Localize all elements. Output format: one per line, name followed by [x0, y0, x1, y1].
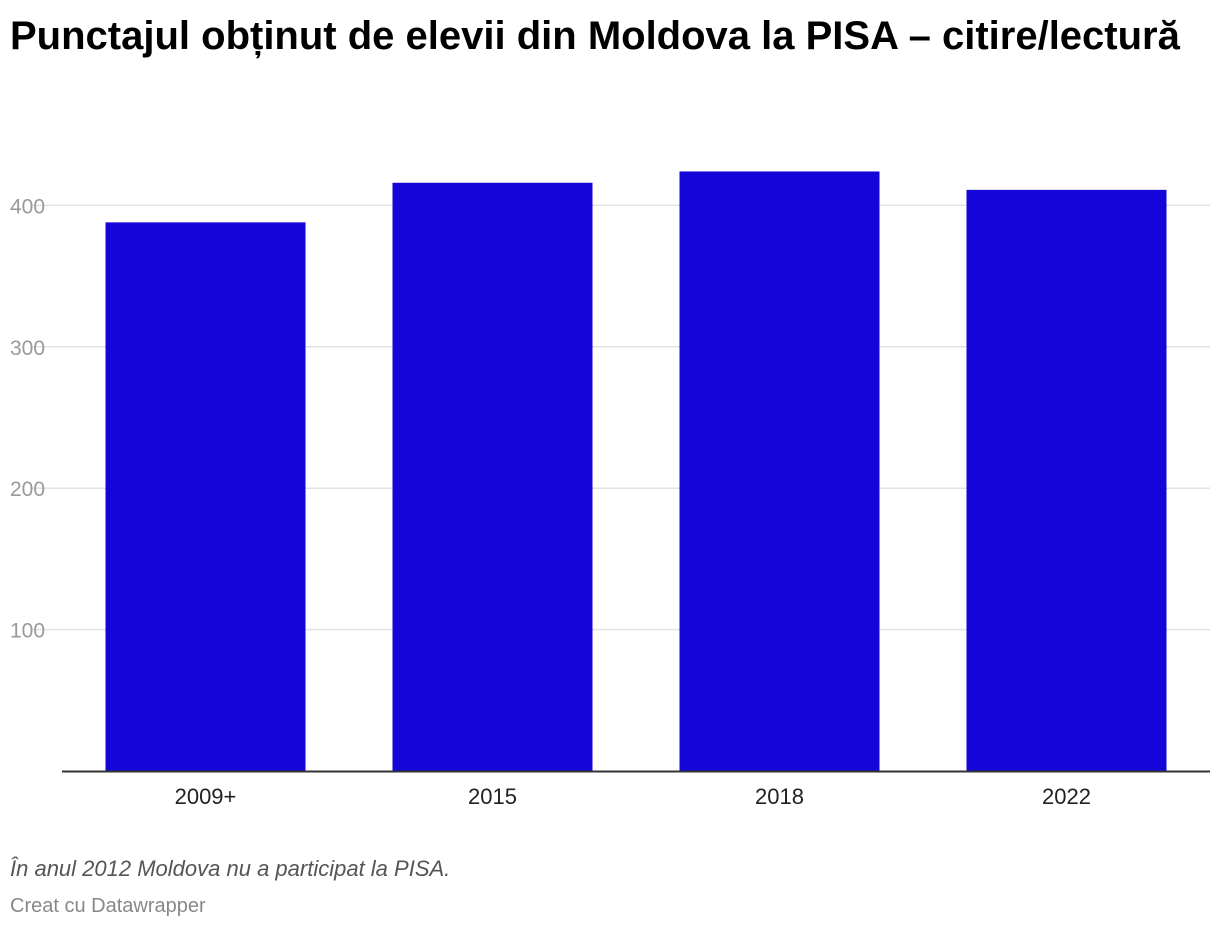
category-labels: 2009+ 2015 2018 2022 [175, 784, 1091, 809]
chart-title: Punctajul obținut de elevii din Moldova … [10, 14, 1180, 58]
bar-2009+[interactable] [105, 222, 306, 772]
x-tick-label: 2018 [755, 784, 804, 809]
bar-2015[interactable] [392, 182, 593, 771]
y-tick-label: 200 [10, 478, 45, 501]
bars [105, 171, 1167, 772]
x-tick-label: 2022 [1042, 784, 1091, 809]
bar-2018[interactable] [679, 171, 880, 772]
bar-2022[interactable] [966, 189, 1167, 771]
y-tick-label: 300 [10, 337, 45, 360]
y-tick-label: 400 [10, 195, 45, 218]
footnote: În anul 2012 Moldova nu a participat la … [10, 856, 451, 881]
x-tick-label: 2009+ [175, 784, 237, 809]
x-tick-label: 2015 [468, 784, 517, 809]
credit-link[interactable]: Creat cu Datawrapper [10, 895, 206, 917]
y-tick-label: 100 [10, 620, 45, 643]
